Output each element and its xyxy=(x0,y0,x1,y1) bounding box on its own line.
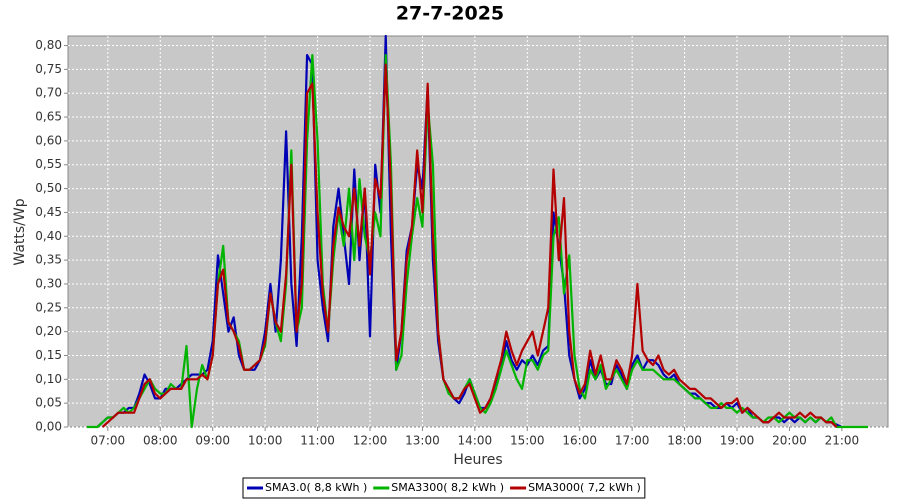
y-tick-label: 0,20 xyxy=(35,324,62,338)
x-tick-label: 21:00 xyxy=(825,434,860,448)
y-tick-label: 0,25 xyxy=(35,300,62,314)
legend xyxy=(242,477,646,499)
plot-area xyxy=(67,35,889,428)
y-tick-label: 0,60 xyxy=(35,133,62,147)
x-tick-label: 14:00 xyxy=(458,434,493,448)
x-tick-label: 08:00 xyxy=(143,434,178,448)
x-tick-label: 13:00 xyxy=(405,434,440,448)
x-tick-label: 10:00 xyxy=(248,434,283,448)
legend-label: SMA3300( 8,2 kWh ) xyxy=(391,481,504,494)
y-tick-label: 0,15 xyxy=(35,348,62,362)
y-tick-label: 0,40 xyxy=(35,229,62,243)
legend-label: SMA3000( 7,2 kWh ) xyxy=(528,481,641,494)
y-tick-label: 0,45 xyxy=(35,205,62,219)
x-tick-label: 12:00 xyxy=(353,434,388,448)
y-tick-label: 0,50 xyxy=(35,181,62,195)
y-tick-label: 0,00 xyxy=(35,420,62,434)
y-tick-label: 0,55 xyxy=(35,157,62,171)
x-axis-label: Heures xyxy=(453,452,502,468)
y-axis-label: Watts/Wp xyxy=(12,198,28,265)
x-tick-label: 17:00 xyxy=(615,434,650,448)
x-tick-label: 16:00 xyxy=(562,434,597,448)
x-tick-label: 18:00 xyxy=(667,434,702,448)
y-tick-label: 0,65 xyxy=(35,110,62,124)
y-tick-label: 0,05 xyxy=(35,396,62,410)
y-tick-label: 0,80 xyxy=(35,38,62,52)
y-tick-label: 0,75 xyxy=(35,62,62,76)
y-tick-label: 0,70 xyxy=(35,86,62,100)
x-tick-label: 19:00 xyxy=(720,434,755,448)
x-tick-label: 07:00 xyxy=(91,434,126,448)
y-tick-label: 0,10 xyxy=(35,372,62,386)
chart-title: 27-7-2025 xyxy=(396,3,504,25)
x-tick-label: 09:00 xyxy=(195,434,230,448)
x-tick-label: 20:00 xyxy=(772,434,807,448)
x-tick-label: 11:00 xyxy=(300,434,335,448)
x-tick-label: 15:00 xyxy=(510,434,545,448)
y-tick-label: 0,35 xyxy=(35,253,62,267)
series-line xyxy=(101,63,838,428)
legend-label: SMA3.0( 8,8 kWh ) xyxy=(265,481,367,494)
y-tick-label: 0,30 xyxy=(35,276,62,290)
